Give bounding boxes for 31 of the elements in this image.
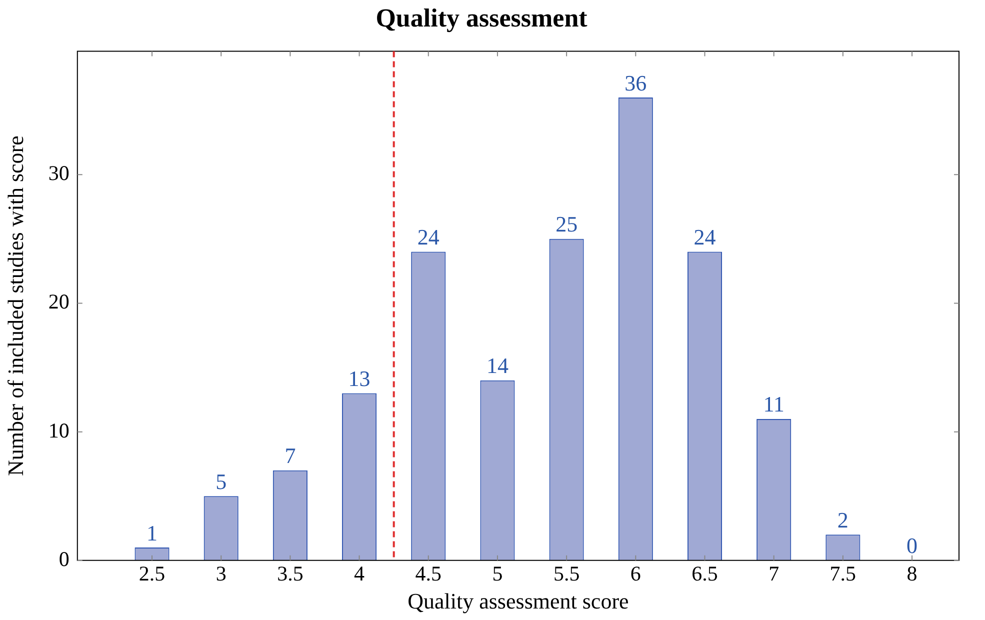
x-tick-label: 2.5 bbox=[138, 562, 166, 586]
x-tick-label: 6.5 bbox=[692, 562, 718, 586]
data-label: 5 bbox=[216, 468, 227, 494]
y-tick-label: 10 bbox=[48, 418, 70, 442]
data-label: 1 bbox=[146, 520, 158, 546]
y-axis-title: Number of included studies with score bbox=[2, 136, 28, 476]
y-tick-label: 0 bbox=[58, 546, 70, 571]
x-tick-label: 3.5 bbox=[277, 562, 304, 586]
x-tick-label: 4 bbox=[354, 562, 366, 586]
chart-title: Quality assessment bbox=[376, 3, 588, 32]
data-label: 7 bbox=[284, 443, 296, 468]
x-tick-label: 5 bbox=[492, 562, 503, 586]
x-axis-title: Quality assessment score bbox=[408, 588, 629, 614]
data-label: 24 bbox=[694, 224, 716, 250]
x-tick-label: 5.5 bbox=[553, 562, 580, 586]
x-tick-label: 3 bbox=[216, 562, 226, 586]
data-label: 11 bbox=[763, 392, 784, 417]
y-tick-label: 30 bbox=[48, 161, 70, 186]
x-tick-label: 4.5 bbox=[415, 562, 442, 586]
data-label: 14 bbox=[486, 353, 508, 378]
data-label: 13 bbox=[348, 366, 370, 392]
data-label: 36 bbox=[624, 70, 647, 96]
x-tick-label: 7.5 bbox=[830, 562, 856, 586]
x-tick-label: 8 bbox=[906, 562, 918, 586]
x-tick-label: 6 bbox=[630, 562, 641, 586]
data-label: 0 bbox=[906, 533, 918, 558]
data-label: 2 bbox=[837, 507, 848, 532]
y-tick-label: 20 bbox=[48, 290, 70, 314]
data-label: 24 bbox=[417, 224, 440, 250]
x-tick-label: 7 bbox=[768, 562, 780, 586]
data-label: 25 bbox=[556, 212, 578, 237]
